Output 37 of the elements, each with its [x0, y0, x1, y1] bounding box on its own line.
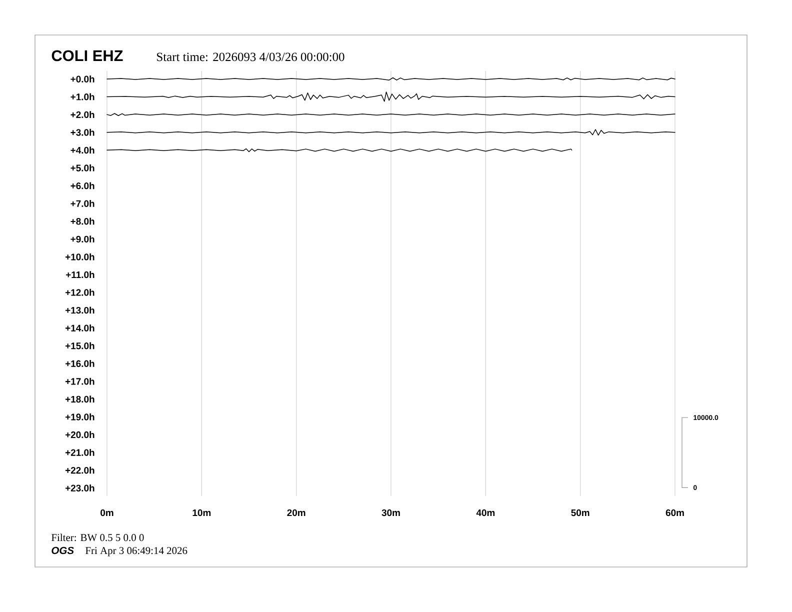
y-tick-label: +1.0h: [70, 93, 94, 100]
y-tick-label: +13.0h: [65, 306, 94, 314]
y-tick-label: +21.0h: [65, 448, 94, 456]
x-tick-label: 60m: [666, 509, 684, 516]
y-tick-label: +14.0h: [65, 324, 94, 332]
x-tick-label: 10m: [192, 509, 211, 516]
y-tick-label: +12.0h: [65, 288, 94, 296]
y-tick-label: +5.0h: [70, 164, 94, 172]
y-tick-label: +18.0h: [65, 396, 94, 403]
y-tick-label: +23.0h: [65, 484, 94, 492]
y-tick-label: +6.0h: [70, 182, 94, 190]
x-tick-label: 0m: [100, 509, 114, 516]
y-tick-label: +7.0h: [70, 200, 94, 207]
y-tick-label: +8.0h: [70, 218, 94, 225]
y-tick-label: +2.0h: [70, 111, 94, 118]
chart-title: COLI EHZ: [52, 50, 123, 62]
y-tick-label: +10.0h: [65, 253, 94, 260]
y-tick-label: +16.0h: [65, 360, 94, 367]
y-tick-label: +22.0h: [65, 466, 94, 474]
y-tick-label: +4.0h: [70, 146, 94, 154]
text: Filter: BW 0.5 5 0.0 0: [51, 534, 144, 542]
y-tick-label: +20.0h: [65, 431, 94, 438]
line-series: [106, 92, 676, 102]
x-tick-label: 50m: [571, 509, 590, 516]
y-tick-label: +9.0h: [70, 236, 94, 243]
chart-subtitle: Start time: 2026093 4/03/26 00:00:00: [157, 52, 344, 62]
y-tick-label: +0.0h: [70, 76, 94, 82]
y-tick-label: +19.0h: [65, 413, 94, 420]
text: Fri Apr 3 06:49:14 2026: [85, 547, 188, 556]
y-tick-label: +11.0h: [66, 271, 94, 278]
text: OGS: [52, 546, 74, 554]
x-tick-label: 20m: [287, 509, 306, 516]
y-tick-label: +3.0h: [70, 128, 94, 136]
x-tick-label: 40m: [476, 509, 495, 516]
y-tick-label: +15.0h: [65, 342, 94, 350]
y-tick-label: +17.0h: [65, 378, 94, 385]
x-tick-label: 30m: [382, 509, 400, 516]
